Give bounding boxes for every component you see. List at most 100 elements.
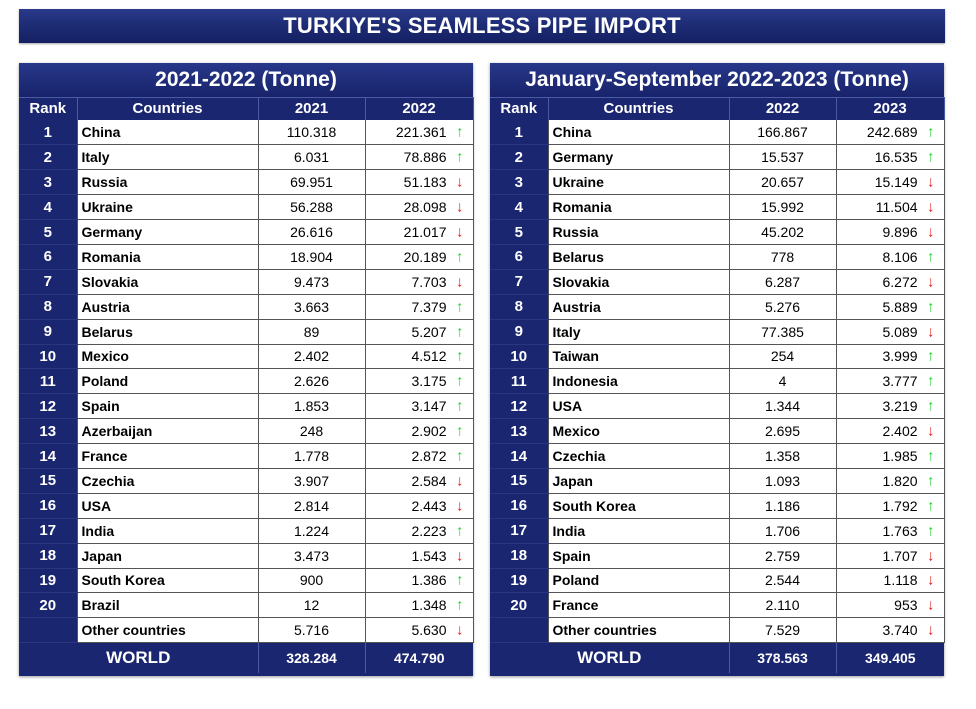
world-total-year-2: 349.405 [835, 642, 945, 673]
country-cell: Belarus [547, 244, 729, 270]
value-year-2: 16.535 [874, 149, 918, 166]
rank-cell: 15 [490, 468, 548, 494]
value-year-2-cell: 11.504 ↓ [835, 194, 945, 221]
table-row: 6 Belarus 778 8.106 ↑ [490, 244, 945, 270]
country-cell: France [76, 443, 258, 469]
country-cell: Romania [76, 244, 258, 270]
country-cell: Austria [547, 294, 729, 320]
rank-cell: 19 [490, 568, 548, 594]
table-row: 14 France 1.778 2.872 ↑ [19, 443, 474, 469]
value-year-2: 1.763 [882, 522, 918, 539]
arrow-up-icon: ↑ [456, 298, 464, 316]
value-year-1-cell: 1.358 [728, 443, 836, 469]
rank-cell: 6 [19, 244, 77, 270]
value-year-2-cell: 2.872 ↑ [364, 443, 474, 469]
value-year-1-cell: 2.695 [728, 418, 836, 445]
arrow-up-icon: ↑ [927, 447, 935, 465]
value-year-2-cell: 221.361 ↑ [364, 120, 474, 146]
value-year-2: 1.792 [882, 497, 918, 514]
column-header-year-1: 2022 [729, 97, 837, 120]
value-year-1-cell: 1.224 [257, 518, 365, 544]
value-year-2: 51.183 [403, 174, 447, 191]
value-year-2: 242.689 [866, 124, 918, 141]
rank-cell: 16 [490, 493, 548, 519]
rank-cell: 18 [19, 543, 77, 569]
arrow-down-icon: ↓ [927, 547, 935, 565]
value-year-2: 6.272 [882, 273, 918, 290]
arrow-down-icon: ↓ [456, 273, 464, 291]
arrow-down-icon: ↓ [456, 621, 464, 639]
value-year-1-cell: 3.473 [257, 543, 365, 569]
table-row: 13 Mexico 2.695 2.402 ↓ [490, 418, 945, 445]
arrow-up-icon: ↑ [927, 497, 935, 515]
rank-cell: 5 [19, 219, 77, 245]
column-header-rank: Rank [19, 97, 78, 120]
world-total-year-1: 378.563 [728, 642, 836, 673]
value-year-2-cell: 16.535 ↑ [835, 144, 945, 171]
table-row: 3 Ukraine 20.657 15.149 ↓ [490, 169, 945, 196]
value-year-1-cell: 1.778 [257, 443, 365, 469]
value-year-1-cell: 15.992 [728, 194, 836, 221]
rank-cell: 20 [19, 592, 77, 619]
rank-cell: 14 [19, 443, 77, 469]
arrow-down-icon: ↓ [456, 472, 464, 490]
column-header-year-2: 2022 [365, 97, 474, 120]
country-cell: Slovakia [76, 269, 258, 295]
value-year-2: 2.402 [882, 423, 918, 440]
rank-cell: 3 [490, 169, 548, 196]
value-year-2-cell: 1.985 ↑ [835, 443, 945, 469]
value-year-2: 2.872 [411, 448, 447, 465]
value-year-2: 7.703 [411, 273, 447, 290]
table-row: 5 Germany 26.616 21.017 ↓ [19, 219, 474, 245]
value-year-2-cell: 8.106 ↑ [835, 244, 945, 270]
country-cell: Brazil [76, 592, 258, 619]
arrow-up-icon: ↑ [456, 372, 464, 390]
value-year-1-cell: 254 [728, 344, 836, 370]
arrow-up-icon: ↑ [927, 397, 935, 415]
value-year-1-cell: 4 [728, 368, 836, 395]
value-year-2: 3.740 [882, 622, 918, 639]
value-year-1-cell: 900 [257, 568, 365, 594]
table-row: 14 Czechia 1.358 1.985 ↑ [490, 443, 945, 469]
table-row: 12 Spain 1.853 3.147 ↑ [19, 393, 474, 420]
value-year-2-cell: 78.886 ↑ [364, 144, 474, 171]
country-cell: Spain [547, 543, 729, 569]
rank-cell: 12 [490, 393, 548, 420]
value-year-2-cell: 1.386 ↑ [364, 568, 474, 594]
table-row: 5 Russia 45.202 9.896 ↓ [490, 219, 945, 245]
value-year-2: 5.630 [411, 622, 447, 639]
arrow-up-icon: ↑ [927, 123, 935, 141]
value-year-2: 4.512 [411, 348, 447, 365]
value-year-1-cell: 15.537 [728, 144, 836, 171]
country-cell: Germany [547, 144, 729, 171]
arrow-up-icon: ↑ [456, 397, 464, 415]
value-year-1-cell: 89 [257, 319, 365, 345]
arrow-up-icon: ↑ [927, 347, 935, 365]
value-year-2-cell: 3.175 ↑ [364, 368, 474, 395]
rank-cell: 5 [490, 219, 548, 245]
country-cell: Ukraine [547, 169, 729, 196]
value-year-2-cell: 1.348 ↑ [364, 592, 474, 619]
value-year-1-cell: 6.287 [728, 269, 836, 295]
value-year-2: 2.902 [411, 423, 447, 440]
country-cell: Czechia [76, 468, 258, 494]
value-year-2: 1.985 [882, 448, 918, 465]
rank-cell: 2 [490, 144, 548, 171]
arrow-down-icon: ↓ [927, 323, 935, 341]
country-cell: Poland [547, 568, 729, 594]
arrow-down-icon: ↓ [927, 273, 935, 291]
value-year-2: 1.348 [411, 597, 447, 614]
table-row: Other countries 7.529 3.740 ↓ [490, 617, 945, 644]
table-row: 18 Japan 3.473 1.543 ↓ [19, 543, 474, 569]
table-row: 16 South Korea 1.186 1.792 ↑ [490, 493, 945, 519]
table-row: 17 India 1.224 2.223 ↑ [19, 518, 474, 544]
country-cell: South Korea [547, 493, 729, 519]
value-year-1-cell: 5.716 [257, 617, 365, 644]
rank-cell [19, 617, 77, 644]
table-row: 1 China 110.318 221.361 ↑ [19, 120, 474, 146]
value-year-2: 15.149 [874, 174, 918, 191]
table-row: 6 Romania 18.904 20.189 ↑ [19, 244, 474, 270]
arrow-up-icon: ↑ [456, 522, 464, 540]
country-cell: Russia [76, 169, 258, 196]
country-cell: China [76, 120, 258, 146]
